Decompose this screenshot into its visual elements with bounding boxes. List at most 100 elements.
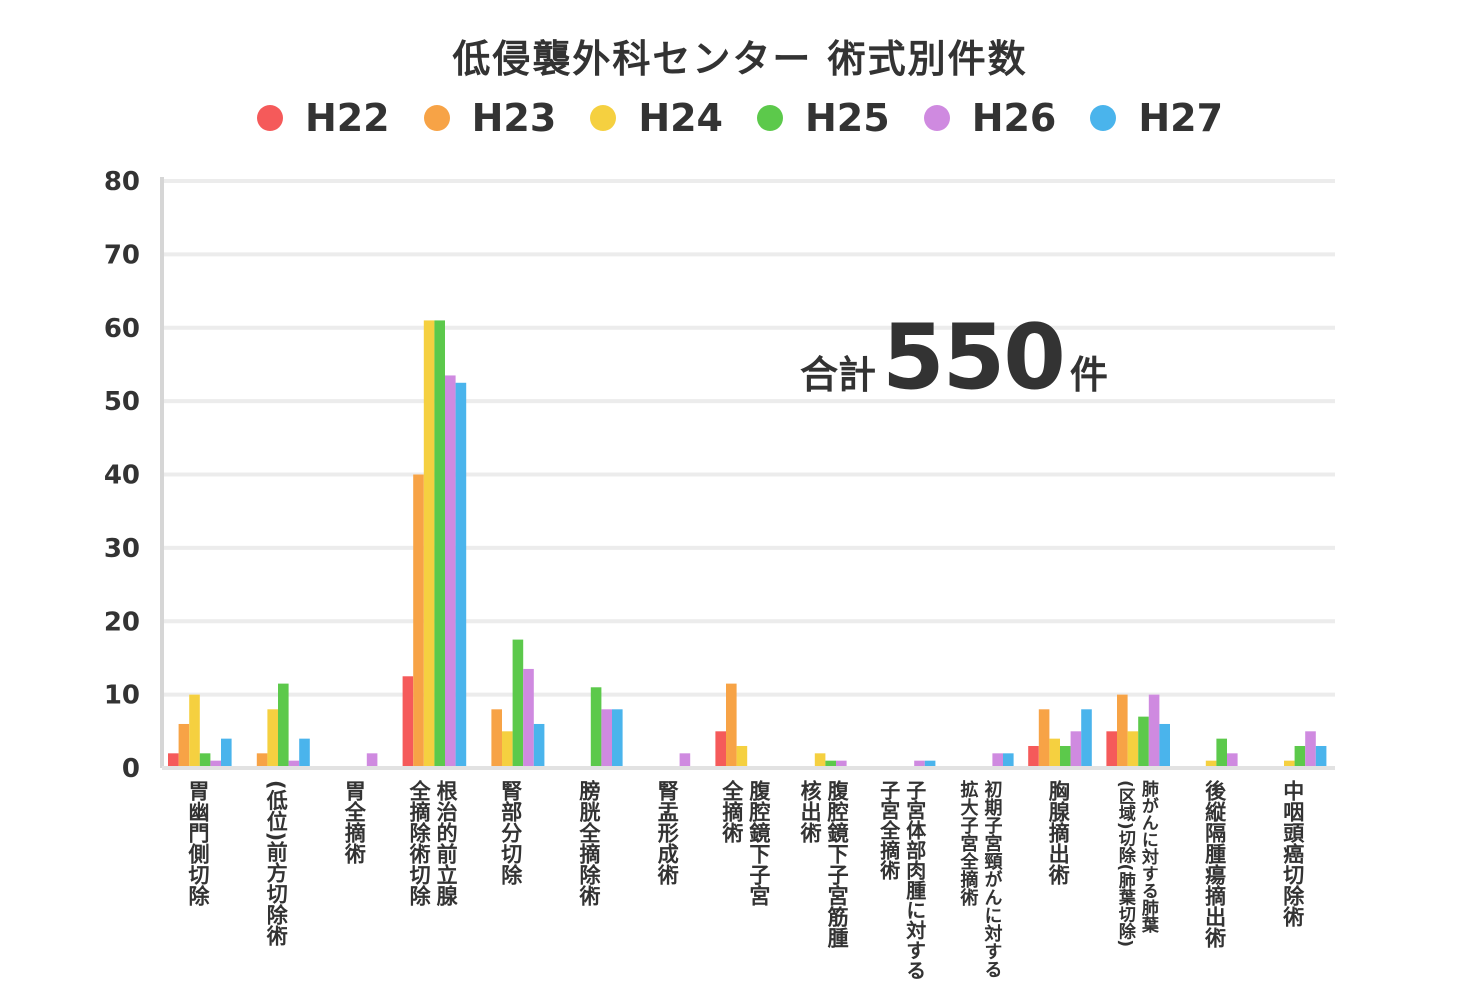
bar-h23	[491, 709, 502, 768]
bar-h26	[914, 760, 925, 768]
x-category-label: 中咽頭癌切除術	[1281, 780, 1306, 928]
x-category-label: 腹腔鏡下子宮筋腫	[825, 779, 850, 949]
legend-item-h26: H26	[923, 96, 1057, 140]
bar-h25	[278, 683, 289, 768]
legend-swatch	[1090, 105, 1117, 131]
bar-h24	[736, 745, 748, 768]
bar-h27	[1159, 723, 1170, 768]
bar-h25	[1294, 745, 1306, 768]
bar-h25	[434, 320, 445, 768]
bar-h27	[1003, 753, 1014, 768]
bar-h26	[992, 753, 1003, 768]
x-category-label: 胃全摘術	[342, 780, 367, 865]
x-category-label: 全摘除術切除	[407, 779, 432, 906]
bar-h26	[1227, 753, 1238, 768]
bar-h22	[715, 731, 726, 768]
x-category-label: 肺がんに対する肺葉	[1138, 780, 1160, 934]
x-category-label: 胸腺摘出術	[1046, 779, 1071, 886]
bar-h24	[1284, 760, 1295, 768]
x-category-label: 子宮全摘術	[877, 780, 901, 881]
bar-h23	[178, 723, 190, 768]
x-category-label: 腎部分切除	[499, 780, 523, 885]
bar-h25	[199, 753, 211, 768]
bar-h26	[445, 375, 456, 768]
bar-h26	[1148, 694, 1160, 768]
bar-h24	[1049, 738, 1060, 768]
y-tick-label: 60	[104, 314, 140, 344]
bar-h24	[1127, 731, 1139, 768]
total-unit: 件	[1069, 353, 1108, 397]
bar-h24	[423, 320, 435, 768]
legend-label: H22	[304, 96, 390, 140]
x-category-label: 胃幽門側切除	[186, 780, 211, 906]
y-tick-label: 80	[104, 167, 140, 197]
bar-h27	[533, 723, 545, 768]
x-category-label: (低位)前方切除術	[264, 780, 289, 948]
legend-label: H25	[805, 96, 890, 140]
bar-h27	[1315, 745, 1327, 768]
legend-swatch	[923, 105, 950, 131]
x-category-label: 後縦隔腫瘍摘出術	[1203, 779, 1228, 949]
y-tick-label: 0	[122, 754, 140, 784]
bar-h25	[1060, 745, 1071, 768]
x-category-label: 核出術	[798, 779, 823, 844]
bar-h22	[1028, 745, 1039, 768]
legend-item-h24: H24	[590, 96, 723, 140]
x-category-label: 膀胱全摘除術	[577, 779, 602, 907]
bar-h27	[1081, 709, 1092, 768]
x-category-label: (区域)切除(肺葉切除)	[1115, 780, 1137, 947]
total-label: 合計	[800, 353, 877, 397]
bar-h27	[221, 738, 232, 768]
bar-h25	[512, 639, 524, 768]
y-tick-label: 40	[104, 461, 140, 491]
legend-swatch	[256, 105, 283, 131]
bar-h27	[924, 760, 936, 768]
bar-h24	[189, 694, 200, 768]
bar-h26	[836, 760, 847, 768]
x-category-label: 子宮体部肉腫に対する	[903, 780, 927, 980]
bar-h27	[455, 382, 467, 768]
bar-h23	[1038, 709, 1050, 768]
bar-h24	[502, 731, 513, 768]
legend-label: H23	[471, 96, 557, 140]
y-tick-label: 70	[104, 240, 140, 270]
bar-h26	[523, 668, 534, 768]
x-category-label: 腹腔鏡下子宮	[747, 779, 772, 906]
legend: H22 H23 H24 H25 H26 H27	[0, 96, 1480, 140]
bar-h25	[590, 687, 602, 768]
legend-item-h25: H25	[757, 96, 890, 140]
bar-h26	[210, 760, 221, 768]
bar-h23	[413, 474, 424, 768]
total-callout: 合計550 件	[800, 305, 1108, 410]
x-category-label: 腎盂形成術	[655, 780, 680, 886]
bar-h23	[256, 753, 268, 768]
chart-title: 低侵襲外科センター 術式別件数	[452, 37, 1028, 81]
legend-label: H27	[1138, 96, 1224, 140]
legend-item-h27: H27	[1090, 96, 1223, 140]
bar-h26	[366, 753, 378, 768]
legend-swatch	[590, 105, 617, 131]
bar-h24	[267, 709, 278, 768]
legend-label: H24	[638, 96, 723, 140]
bar-h25	[1216, 738, 1227, 768]
bar-h22	[168, 753, 179, 768]
x-category-label: 全摘術	[720, 779, 745, 844]
legend-label: H26	[971, 96, 1057, 140]
legend-swatch	[423, 105, 450, 131]
x-category-label: 根治的前立腺	[434, 780, 458, 907]
bar-h24	[1205, 760, 1217, 768]
bar-h26	[1305, 731, 1316, 768]
y-tick-label: 20	[104, 607, 140, 637]
bar-h24	[814, 753, 826, 768]
y-tick-label: 50	[104, 387, 140, 417]
y-tick-label: 30	[104, 534, 140, 564]
bar-h26	[288, 760, 300, 768]
bar-h26	[679, 753, 691, 768]
bar-h26	[601, 709, 612, 768]
legend-swatch	[757, 105, 783, 131]
x-category-label: 初期子宮頸がんに対する	[982, 779, 1004, 978]
bar-h22	[1106, 731, 1117, 768]
bar-h27	[299, 738, 310, 768]
legend-item-h22: H22	[256, 96, 390, 140]
